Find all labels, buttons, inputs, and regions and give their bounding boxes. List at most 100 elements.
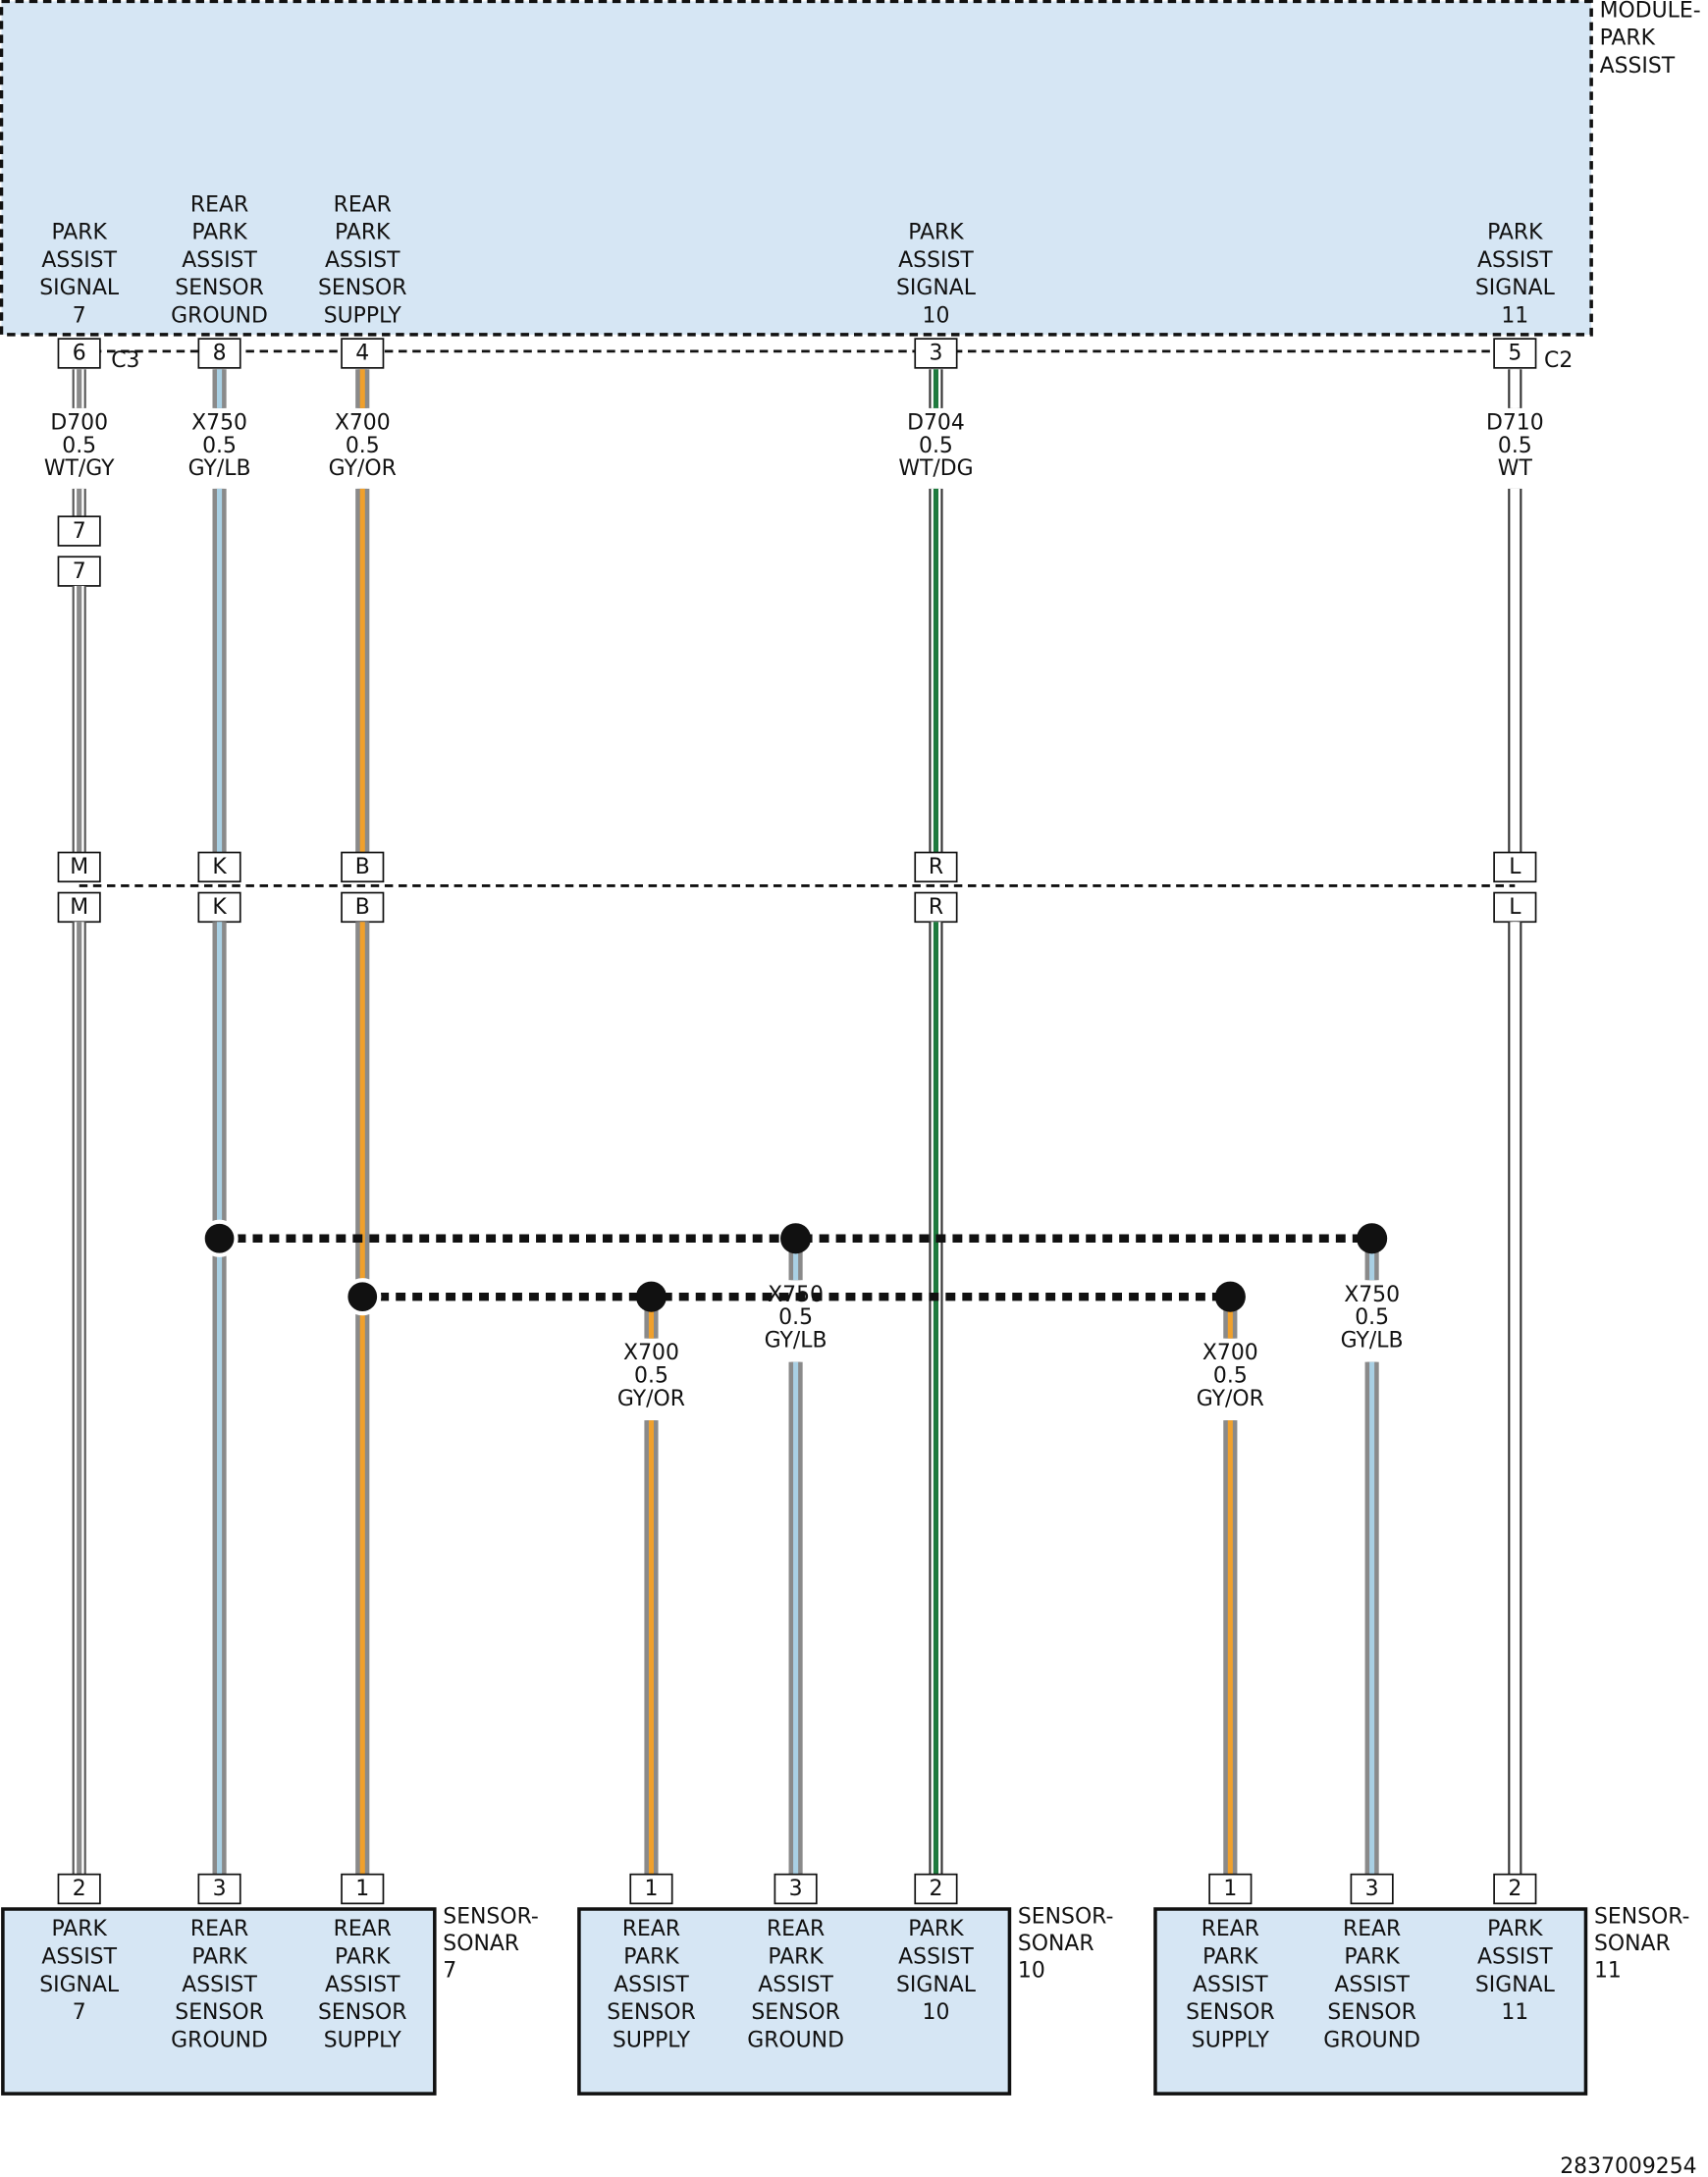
- module-pin: 3: [929, 342, 942, 366]
- sensor-pin-label: SUPPLY: [324, 2028, 402, 2052]
- module-pin-label: PARK: [51, 221, 107, 245]
- sensor-pin-label: REAR: [1201, 1917, 1259, 1941]
- module-pin-label: ASSIST: [325, 248, 400, 273]
- sensor-name: 10: [1018, 1959, 1045, 1984]
- connector-name: C2: [1544, 348, 1573, 373]
- harness-pin-box: [914, 891, 958, 924]
- module-pin-label: 7: [73, 304, 86, 329]
- module-pin: 5: [1508, 342, 1521, 366]
- wire-label: 0.5: [778, 1305, 813, 1330]
- wire-label: GY/LB: [765, 1328, 827, 1353]
- sensor-pin: 3: [789, 1877, 803, 1901]
- harness-pin-box: [341, 891, 385, 924]
- harness-pin: M: [70, 855, 88, 879]
- wire-stripe: [1512, 369, 1518, 408]
- module-name: PARK: [1600, 27, 1656, 51]
- wire-label: 0.5: [634, 1364, 668, 1389]
- sensor-pin-box: [914, 1873, 958, 1905]
- sensor-pin-label: 11: [1501, 2000, 1528, 2025]
- sensor-pin-label: ASSIST: [1477, 1945, 1553, 1970]
- wire-label: WT: [1498, 456, 1533, 481]
- wire-stripe: [359, 488, 365, 853]
- sensor-pin-label: REAR: [767, 1917, 825, 1941]
- harness-pin: L: [1509, 895, 1521, 920]
- module-pin-label: PARK: [191, 221, 247, 245]
- wire-label: WT/DG: [898, 456, 973, 481]
- wire-stripe: [77, 488, 82, 517]
- module-pin-box: [1493, 338, 1537, 369]
- module-pin-box: [197, 338, 241, 369]
- sensor-box: [577, 1907, 1012, 2096]
- splice-dot: [200, 1219, 239, 1257]
- wire-stripe: [77, 585, 82, 853]
- sensor-pin-label: PARK: [908, 1917, 964, 1941]
- wire-label: 0.5: [1355, 1305, 1389, 1330]
- wire-label: GY/LB: [1341, 1328, 1404, 1353]
- sensor-pin-label: SENSOR: [175, 2000, 264, 2025]
- sensor-box: [1, 1907, 437, 2096]
- wire-stripe: [793, 1238, 799, 1281]
- module-pin-label: REAR: [190, 192, 248, 217]
- module-pin-label: SIGNAL: [896, 276, 977, 300]
- wire-stripe: [933, 369, 939, 408]
- sensor-pin-label: SIGNAL: [896, 1973, 977, 1997]
- sensor-pin-label: SENSOR: [1327, 2000, 1416, 2025]
- harness-pin-box: [1493, 851, 1537, 883]
- wire-stripe: [1369, 1238, 1375, 1281]
- wire-label: X750: [768, 1283, 824, 1307]
- wire-stripe: [217, 922, 223, 1875]
- sensor-box: [1153, 1907, 1588, 2096]
- module-pin-label: SENSOR: [175, 276, 264, 300]
- harness-pin-box: [57, 891, 101, 924]
- wire-stripe: [217, 488, 223, 853]
- sensor-pin-label: 10: [923, 2000, 950, 2025]
- sensor-pin-label: GROUND: [1323, 2028, 1420, 2052]
- sensor-pin-box: [57, 1873, 101, 1905]
- harness-pin: K: [212, 895, 227, 920]
- sensor-pin-label: GROUND: [171, 2028, 268, 2052]
- wire-stripe: [933, 922, 939, 1875]
- module-pin-label: ASSIST: [1477, 248, 1553, 273]
- sensor-name: SONAR: [443, 1932, 519, 1956]
- wire-label: GY/OR: [617, 1387, 685, 1411]
- connector-name: C3: [111, 348, 139, 373]
- module-pin-label: SIGNAL: [39, 276, 120, 300]
- wire-stripe: [1227, 1297, 1233, 1339]
- sensor-pin-label: ASSIST: [758, 1973, 833, 1997]
- sensor-pin-box: [774, 1873, 818, 1905]
- harness-pin: L: [1509, 855, 1521, 879]
- wire-stripe: [359, 922, 365, 1875]
- sensor-pin-label: SIGNAL: [39, 1973, 120, 1997]
- harness-pin: M: [70, 895, 88, 920]
- harness-pin-box: [914, 851, 958, 883]
- harness-pin: R: [929, 895, 943, 920]
- splice-dot: [344, 1278, 382, 1316]
- sensor-name: SENSOR-: [443, 1904, 539, 1929]
- module-pin-label: 10: [923, 304, 950, 329]
- document-id: 2837009254: [1560, 2154, 1696, 2177]
- sensor-name: 7: [443, 1959, 456, 1984]
- module-name: ASSIST: [1600, 54, 1676, 79]
- wire-label: D704: [907, 410, 965, 435]
- harness-pin: R: [929, 855, 943, 879]
- wire-label: 0.5: [1498, 434, 1532, 458]
- harness-pin-box: [341, 851, 385, 883]
- sensor-pin-label: PARK: [768, 1945, 824, 1970]
- wire-label: X700: [335, 410, 391, 435]
- wire-stripe: [359, 369, 365, 408]
- wire-label: X750: [1344, 1283, 1400, 1307]
- module-pin-box: [341, 338, 385, 369]
- wire-label: X700: [623, 1341, 679, 1365]
- sensor-pin-label: REAR: [334, 1917, 392, 1941]
- wire-stripe: [648, 1297, 655, 1339]
- wire-label: WT/GY: [44, 456, 115, 481]
- wire-label: 0.5: [202, 434, 237, 458]
- harness-pin: B: [355, 855, 370, 879]
- sensor-pin: 3: [1365, 1877, 1379, 1901]
- wire-stripe: [217, 369, 223, 408]
- module-pin-label: ASSIST: [182, 248, 257, 273]
- module-pin-box: [57, 338, 101, 369]
- wire-label: GY/OR: [1197, 1387, 1264, 1411]
- module-pin-label: PARK: [335, 221, 391, 245]
